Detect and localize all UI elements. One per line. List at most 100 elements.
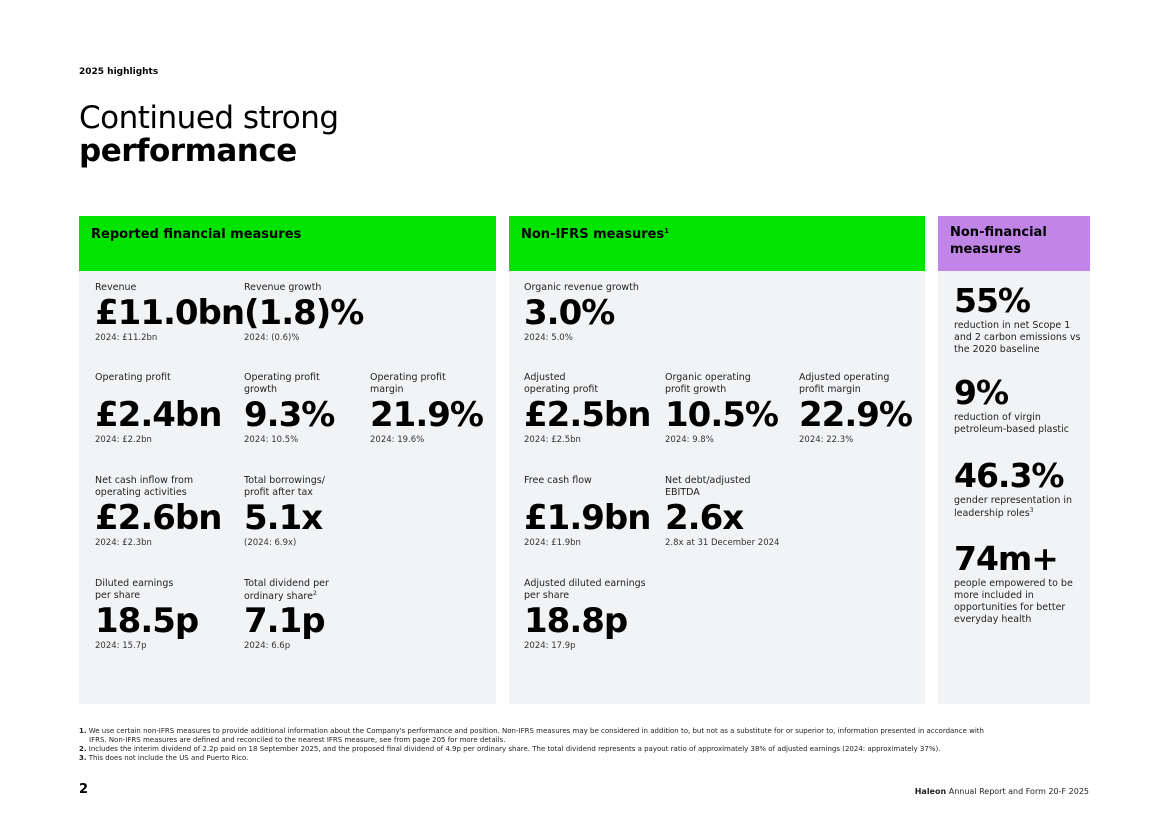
metric-description-text: gender representation in leadership role… bbox=[954, 495, 1073, 519]
metric-operating-profit-margin: Operating profit margin 21.9% 2024: 19.6… bbox=[370, 372, 490, 445]
metric-prior: 2024: 10.5% bbox=[244, 435, 299, 445]
metric-description: gender representation in leadership role… bbox=[954, 495, 1084, 520]
metric-value: £1.9bn bbox=[524, 498, 651, 538]
footnote-1-continued: IFRS. Non-IFRS measures are defined and … bbox=[89, 736, 506, 745]
metric-total-dividend: Total dividend per ordinary share2 7.1p … bbox=[244, 578, 344, 651]
footnote-1: 1. We use certain non-IFRS measures to p… bbox=[79, 727, 1089, 736]
footnote-3: 3. This does not include the US and Puer… bbox=[79, 754, 1089, 763]
metric-net-cash-inflow: Net cash inflow from operating activitie… bbox=[95, 475, 222, 548]
metric-value: 18.8p bbox=[524, 601, 628, 641]
report-name: Annual Report and Form 20-F 2025 bbox=[948, 787, 1089, 796]
metric-people-empowered: 74m+ people empowered to be more include… bbox=[954, 542, 1084, 626]
non-financial-measures-header: Non-financial measures bbox=[938, 216, 1090, 271]
metric-label-text: Total dividend per ordinary share bbox=[244, 578, 329, 602]
footnote-text: We use certain non-IFRS measures to prov… bbox=[88, 727, 984, 735]
metric-value: 74m+ bbox=[954, 539, 1059, 578]
metric-prior: 2024: 17.9p bbox=[524, 641, 576, 651]
metric-prior: 2024: 5.0% bbox=[524, 332, 573, 343]
metric-prior: 2024: £2.5bn bbox=[524, 435, 581, 445]
metric-prior: 2024: £1.9bn bbox=[524, 538, 581, 548]
non-financial-measures-panel: Non-financial measures 55% reduction in … bbox=[938, 216, 1090, 704]
non-ifrs-measures-header: Non-IFRS measures1 bbox=[509, 216, 925, 271]
metric-prior: 2024: 6.6p bbox=[244, 641, 291, 651]
metric-prior: 2024: 15.7p bbox=[95, 641, 147, 651]
metric-carbon-emissions: 55% reduction in net Scope 1 and 2 carbo… bbox=[954, 284, 1084, 356]
metric-label: Operating profit margin bbox=[370, 372, 446, 395]
metric-value: £2.6bn bbox=[95, 498, 222, 538]
page-title-light: Continued strong bbox=[79, 100, 339, 136]
metric-value: 7.1p bbox=[244, 601, 326, 641]
metric-diluted-eps: Diluted earnings per share 18.5p 2024: 1… bbox=[95, 578, 199, 651]
non-ifrs-measures-panel: Non-IFRS measures1 Organic revenue growt… bbox=[509, 216, 925, 704]
reported-measures-header: Reported financial measures bbox=[79, 216, 496, 271]
reported-measures-panel: Reported financial measures Revenue £11.… bbox=[79, 216, 496, 704]
metric-organic-operating-profit-growth: Organic operating profit growth 10.5% 20… bbox=[665, 372, 779, 445]
metric-prior: (2024: 6.9x) bbox=[244, 538, 297, 548]
metric-label: Total dividend per ordinary share2 bbox=[244, 578, 344, 602]
metric-value: 18.5p bbox=[95, 601, 199, 641]
metric-total-borrowings: Total borrowings/ profit after tax 5.1x … bbox=[244, 475, 342, 548]
metric-value: 22.9% bbox=[799, 395, 913, 435]
metric-label: Operating profit bbox=[95, 372, 171, 383]
metric-value: 21.9% bbox=[370, 395, 484, 435]
metric-value: £2.4bn bbox=[95, 395, 222, 435]
metric-prior: 2024: 22.3% bbox=[799, 435, 854, 445]
metric-label: Adjusted diluted earnings per share bbox=[524, 578, 646, 601]
metric-label: Adjusted operating profit margin bbox=[799, 372, 890, 395]
report-footer: Haleon Annual Report and Form 20-F 2025 bbox=[915, 787, 1089, 796]
metric-prior: 2024: 19.6% bbox=[370, 435, 425, 445]
metric-gender-representation: 46.3% gender representation in leadershi… bbox=[954, 459, 1084, 520]
metric-adjusted-diluted-eps: Adjusted diluted earnings per share 18.8… bbox=[524, 578, 654, 651]
metric-value: 2.6x bbox=[665, 498, 744, 538]
metric-prior: 2024: £11.2bn bbox=[95, 332, 158, 343]
metric-net-debt-ebitda: Net debt/adjusted EBITDA 2.6x 2.8x at 31… bbox=[665, 475, 779, 548]
metric-adjusted-operating-profit-margin: Adjusted operating profit margin 22.9% 2… bbox=[799, 372, 913, 445]
metric-value: 5.1x bbox=[244, 498, 323, 538]
metric-value: £2.5bn bbox=[524, 395, 651, 435]
metric-prior: 2024: 9.8% bbox=[665, 435, 714, 445]
metric-prior: 2024: £2.2bn bbox=[95, 435, 152, 445]
page-number: 2 bbox=[79, 782, 89, 797]
metric-adjusted-operating-profit: Adjusted operating profit £2.5bn 2024: £… bbox=[524, 372, 651, 445]
metric-label: Organic revenue growth bbox=[524, 282, 639, 293]
metric-label: Operating profit growth bbox=[244, 372, 320, 395]
footnote-text: This does not include the US and Puerto … bbox=[88, 754, 249, 763]
metric-label: Revenue bbox=[95, 282, 137, 293]
metric-label: Adjusted operating profit bbox=[524, 372, 599, 395]
metric-label: Net debt/adjusted EBITDA bbox=[665, 475, 751, 498]
metric-value: (1.8)% bbox=[244, 292, 364, 333]
metric-description: people empowered to be more included in … bbox=[954, 578, 1073, 625]
metric-virgin-plastic: 9% reduction of virgin petroleum-based p… bbox=[954, 376, 1084, 436]
metric-value: 10.5% bbox=[665, 395, 779, 435]
footnote-ref: 1 bbox=[664, 227, 670, 235]
metric-label: Organic operating profit growth bbox=[665, 372, 751, 395]
section-kicker: 2025 highlights bbox=[79, 67, 159, 77]
footnote-number: 2. bbox=[79, 745, 87, 754]
metric-label: Diluted earnings per share bbox=[95, 578, 174, 601]
metric-value: 9% bbox=[954, 373, 1009, 412]
metric-label: Net cash inflow from operating activitie… bbox=[95, 475, 194, 498]
metric-organic-revenue-growth: Organic revenue growth 3.0% 2024: 5.0% bbox=[524, 282, 639, 343]
footnotes: 1. We use certain non-IFRS measures to p… bbox=[79, 727, 1089, 763]
metric-operating-profit-growth: Operating profit growth 9.3% 2024: 10.5% bbox=[244, 372, 354, 445]
footnote-2: 2. Includes the interim dividend of 2.2p… bbox=[79, 745, 1089, 754]
metric-operating-profit: Operating profit £2.4bn 2024: £2.2bn bbox=[95, 372, 222, 445]
footnote-ref: 2 bbox=[312, 589, 317, 597]
metric-label: Revenue growth bbox=[244, 282, 322, 293]
metric-prior: 2024: £2.3bn bbox=[95, 538, 152, 548]
footnote-ref: 3 bbox=[1029, 506, 1034, 514]
panel-title: Non-IFRS measures bbox=[521, 227, 665, 242]
metric-label: Free cash flow bbox=[524, 475, 592, 486]
metric-label: Total borrowings/ profit after tax bbox=[244, 475, 325, 498]
footnote-number: 3. bbox=[79, 754, 87, 763]
footnote-text: Includes the interim dividend of 2.2p pa… bbox=[88, 745, 941, 754]
metric-value: £11.0bn bbox=[95, 292, 245, 333]
page-title: Continued strong performance bbox=[79, 100, 339, 170]
footnote-number: 1. bbox=[79, 727, 87, 735]
metric-value: 9.3% bbox=[244, 395, 335, 435]
brand-name: Haleon bbox=[914, 787, 947, 796]
page-title-bold: performance bbox=[79, 133, 297, 170]
metric-revenue-growth: Revenue growth (1.8)% 2024: (0.6)% bbox=[244, 282, 364, 343]
metric-free-cash-flow: Free cash flow £1.9bn 2024: £1.9bn bbox=[524, 475, 651, 548]
metric-prior: 2.8x at 31 December 2024 bbox=[665, 538, 780, 548]
